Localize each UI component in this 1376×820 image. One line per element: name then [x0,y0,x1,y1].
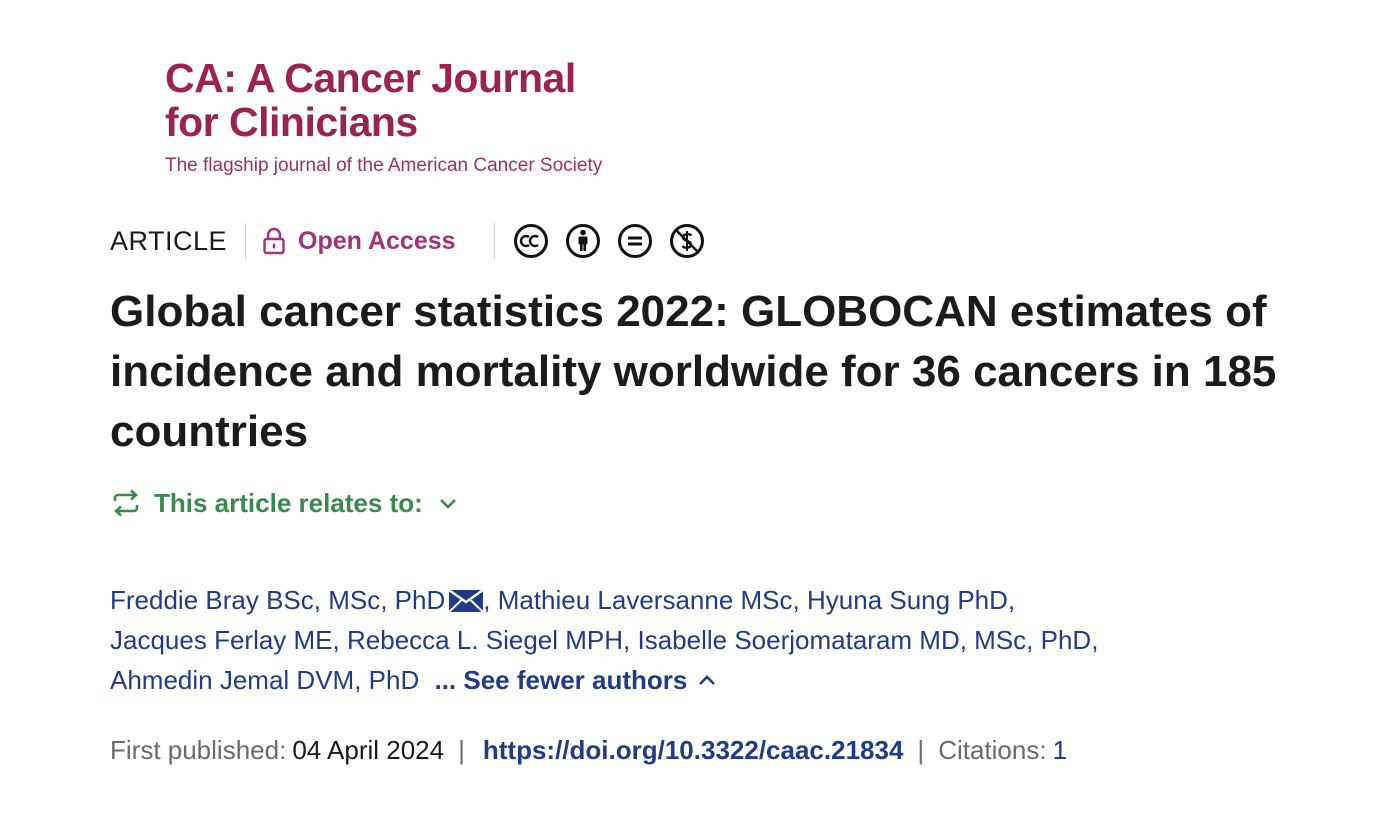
by-icon[interactable] [565,223,601,259]
nd-icon[interactable] [617,223,653,259]
author-link[interactable]: Freddie Bray BSc, MSc, PhD [110,585,446,615]
author-link[interactable]: Isabelle Soerjomataram MD, MSc, PhD [637,625,1092,655]
author-link[interactable]: Rebecca L. Siegel MPH [347,625,624,655]
author-separator: , [1091,625,1099,655]
article-meta-row: ARTICLE Open Access [110,220,705,262]
open-access-label[interactable]: Open Access [298,226,456,255]
journal-logo[interactable]: CA: A Cancer Journal for Clinicians The … [165,56,602,178]
relates-to-toggle[interactable]: This article relates to: [110,484,459,522]
author-separator: , [332,625,340,655]
author-separator: , [483,585,491,615]
divider [245,223,247,259]
doi-link[interactable]: https://doi.org/10.3322/caac.21834 [482,734,904,765]
author-link[interactable]: Hyuna Sung PhD [807,585,1008,615]
chevron-up-icon[interactable] [697,662,717,685]
lock-open-icon [262,227,286,255]
published-date: 04 April 2024 [292,734,445,765]
envelope-icon[interactable] [448,583,484,613]
relates-to-label[interactable]: This article relates to: [154,487,423,518]
author-link[interactable]: Ahmedin Jemal DVM, PhD [110,665,420,695]
divider [493,223,495,259]
author-separator: , [792,585,800,615]
cc-icon[interactable] [513,223,549,259]
journal-name-line-2: for Clinicians [165,99,418,145]
journal-tagline: The flagship journal of the American Can… [165,155,603,176]
citations-label: Citations: [938,734,1047,765]
article-title: Global cancer statistics 2022: GLOBOCAN … [110,287,1277,456]
author-separator: , [1007,585,1016,615]
article-type-label: ARTICLE [110,225,228,256]
journal-name-line-1: CA: A Cancer Journal [165,55,576,101]
repeat-arrows-icon [110,487,142,519]
separator: | [917,734,925,765]
author-link[interactable]: Mathieu Laversanne MSc [497,585,793,615]
see-fewer-authors-button[interactable]: ... See fewer authors [434,665,688,695]
author-link[interactable]: Jacques Ferlay ME [110,625,333,655]
first-published-label: First published: [110,734,287,765]
separator: | [458,734,465,765]
author-list: Freddie Bray BSc, MSc, PhD, Mathieu Lave… [110,580,1310,700]
author-separator: , [623,625,631,655]
nc-icon[interactable] [669,223,705,259]
chevron-down-icon[interactable] [437,492,459,514]
citations-count[interactable]: 1 [1052,734,1068,765]
license-badges[interactable] [513,223,705,259]
publication-info: First published: 04 April 2024 | https:/… [110,730,1067,770]
